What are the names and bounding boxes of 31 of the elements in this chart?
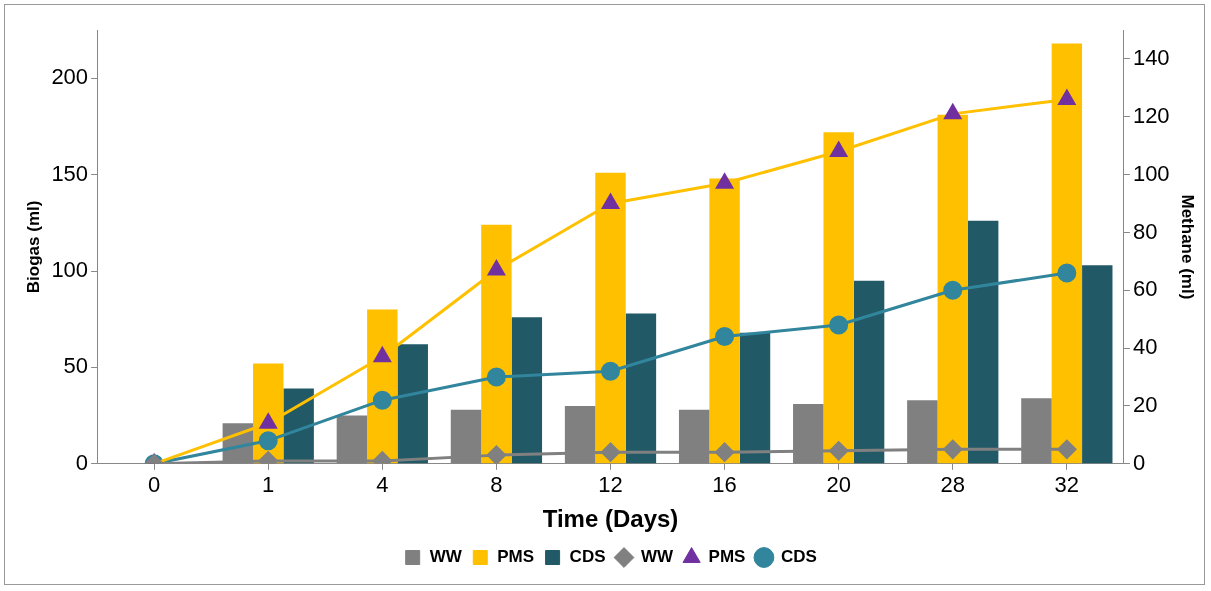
x-axis-title: Time (Days) <box>542 505 679 533</box>
x-tick-label: 20 <box>826 472 851 498</box>
x-tick-label: 16 <box>712 472 737 498</box>
y2-tick-label: 60 <box>1132 276 1158 302</box>
y2-axis-title: Methane (ml) <box>1178 194 1198 300</box>
y2-tick-label: 120 <box>1132 102 1170 128</box>
y-tick-label: 150 <box>51 160 89 186</box>
y-tick-label: 200 <box>51 64 89 90</box>
x-tick-label: 32 <box>1054 472 1080 498</box>
x-tick-label: 8 <box>490 472 503 498</box>
y2-tick-label: 20 <box>1132 392 1158 418</box>
y2-tick-label: 100 <box>1132 160 1170 186</box>
legend-label: PMS <box>708 547 746 567</box>
legend-label: PMS <box>497 547 535 567</box>
y-tick-label: 50 <box>63 353 89 379</box>
x-tick-label: 0 <box>148 472 161 498</box>
x-tick-label: 12 <box>598 472 623 498</box>
x-tick-label: 1 <box>262 472 275 498</box>
legend-label: WW <box>641 547 675 567</box>
y-axis-title: Biogas (ml) <box>23 200 43 294</box>
x-tick-label: 28 <box>940 472 965 498</box>
y2-tick-label: 0 <box>1132 449 1146 475</box>
y2-tick-label: 140 <box>1132 44 1170 70</box>
y2-tick-label: 80 <box>1132 218 1158 244</box>
legend-label: CDS <box>569 547 606 567</box>
legend-label: CDS <box>780 547 817 567</box>
y-tick-label: 100 <box>51 257 89 283</box>
y2-tick-label: 40 <box>1132 334 1158 360</box>
x-tick-label: 4 <box>376 472 389 498</box>
y-tick-label: 0 <box>75 449 89 475</box>
legend-label: WW <box>429 547 463 567</box>
